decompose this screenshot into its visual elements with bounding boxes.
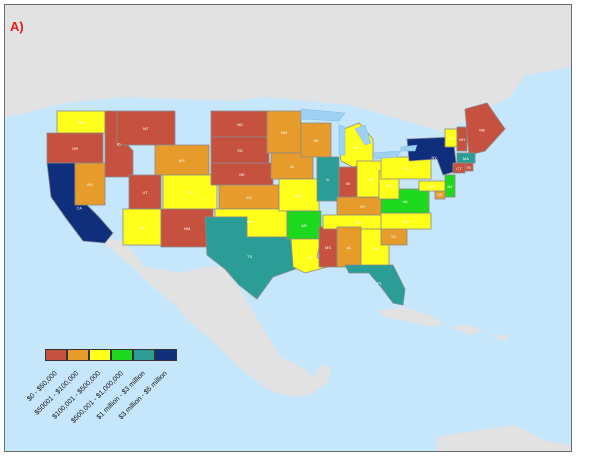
map-frame: WA OR CA NV ID MT WY UT AZ CO NM ND SD NE KS OK TX MN IA MO… (4, 4, 572, 452)
state-label: RI (467, 165, 471, 170)
land-mass (451, 325, 483, 335)
state-label: MD (429, 184, 435, 189)
legend-swatch (133, 349, 155, 361)
state-label: AL (347, 245, 353, 250)
state-label: DE (437, 192, 443, 197)
land-mass (489, 335, 509, 341)
state-label: MI (354, 145, 358, 150)
state-nh (456, 126, 468, 152)
panel-label: A) (10, 19, 24, 34)
states-layer (46, 102, 506, 306)
state-label: MO (296, 193, 302, 198)
state-label: CT (456, 166, 462, 171)
state-labels-layer: WA OR CA NV ID MT WY UT AZ CO NM ND SD NE KS OK TX MN IA MO… (72, 120, 486, 286)
state-label: VT (448, 136, 454, 141)
state-label: ND (237, 122, 243, 127)
state-label: NH (459, 137, 465, 142)
state-label: TX (247, 254, 252, 259)
state-label: IN (346, 181, 350, 186)
state-label: KY (360, 204, 366, 209)
lake (372, 150, 402, 160)
state-label: IA (290, 164, 294, 169)
state-label: TN (355, 220, 360, 225)
state-label: WI (314, 138, 319, 143)
state-label: FL (377, 281, 382, 286)
state-label: MA (463, 156, 469, 161)
state-label: ME (479, 127, 485, 132)
state-wi (300, 122, 332, 158)
state-ut (128, 174, 162, 210)
state-label: WY (179, 158, 186, 163)
state-co (162, 174, 218, 210)
state-me (464, 102, 506, 156)
state-label: CO (187, 190, 193, 195)
state-nv (74, 162, 106, 206)
state-label: NM (184, 226, 190, 231)
state-label: LA (307, 255, 312, 260)
state-ri (464, 162, 474, 172)
legend-swatch (111, 349, 133, 361)
state-label: OR (72, 146, 78, 151)
state-label: PA (403, 166, 408, 171)
state-label: AR (301, 223, 307, 228)
state-label: SC (391, 234, 397, 239)
state-label: ID (117, 142, 121, 147)
state-label: NJ (448, 184, 453, 189)
state-label: NC (403, 219, 409, 224)
state-label: WA (78, 120, 85, 125)
state-label: NV (87, 182, 93, 187)
legend-swatch (155, 349, 177, 361)
state-label: MN (281, 130, 287, 135)
state-or (46, 132, 104, 164)
choropleth-map: WA OR CA NV ID MT WY UT AZ CO NM ND SD NE KS OK TX MN IA MO… (5, 5, 571, 451)
state-al (336, 226, 362, 268)
state-md (418, 180, 446, 192)
state-pa (380, 156, 432, 180)
state-label: MT (143, 126, 149, 131)
state-mo (278, 178, 320, 212)
state-nd (210, 110, 270, 138)
land-mass (377, 307, 443, 327)
state-label: AZ (139, 225, 145, 230)
lake (338, 124, 346, 156)
lake (300, 108, 346, 122)
state-label: IL (326, 177, 330, 182)
lake (354, 124, 372, 146)
state-wy (154, 144, 210, 176)
land-mass (475, 5, 571, 55)
lakes-layer (300, 108, 418, 160)
state-ks (218, 184, 280, 210)
state-label: OK (247, 219, 253, 224)
state-label: GA (372, 246, 378, 251)
state-label: MS (325, 245, 331, 250)
state-az (122, 208, 162, 246)
state-label: KS (246, 195, 252, 200)
land-mass (93, 237, 331, 397)
state-label: OH (368, 177, 374, 182)
state-label: CA (76, 205, 82, 210)
legend-swatch (89, 349, 111, 361)
state-sd (210, 136, 270, 164)
state-fl (344, 264, 406, 306)
state-label: UT (142, 190, 148, 195)
state-tx (204, 216, 302, 300)
state-nm (160, 208, 214, 248)
legend-swatch (67, 349, 89, 361)
land-mass (5, 5, 571, 133)
state-label: WV (386, 183, 393, 188)
state-label: SD (237, 148, 243, 153)
lake (400, 144, 418, 152)
state-label: NY (432, 155, 438, 160)
land-mass (437, 425, 571, 451)
legend-swatch (45, 349, 67, 361)
state-label: NE (239, 172, 245, 177)
state-label: VA (402, 199, 407, 204)
land-layer (5, 5, 571, 451)
state-mt (116, 110, 176, 146)
